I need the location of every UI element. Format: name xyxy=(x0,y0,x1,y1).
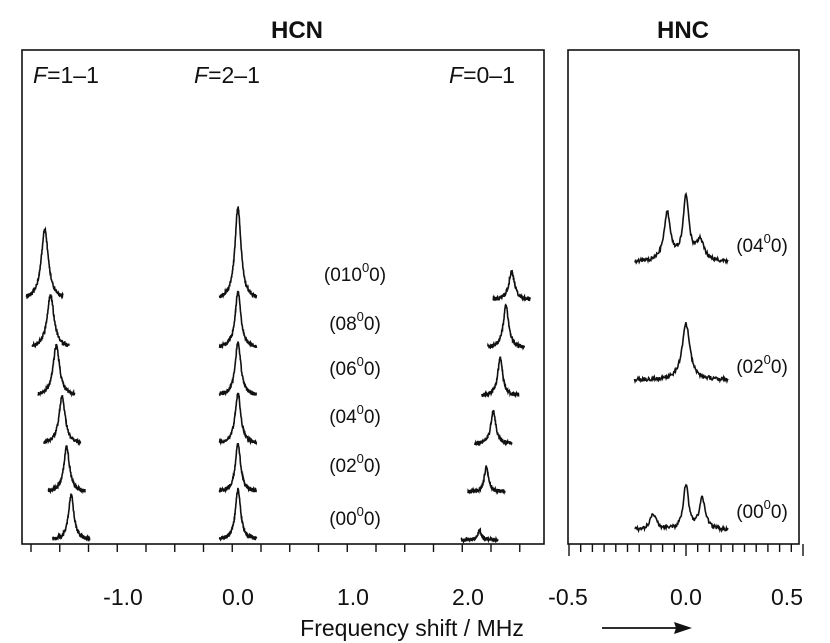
hcn-trace-0-1 xyxy=(218,487,258,542)
hcn-trace-4-2 xyxy=(487,303,526,351)
hcn-trace-3-2 xyxy=(481,356,520,399)
hcn-panel-frame xyxy=(21,49,545,545)
hcn-trace-5-2 xyxy=(492,269,531,302)
hcn-trace-5-0 xyxy=(25,226,64,300)
axis-ticks xyxy=(30,544,804,556)
hcn-trace-3-0 xyxy=(37,343,76,398)
hcn-state-label-2: (0400) xyxy=(329,402,381,428)
hcn-trace-4-0 xyxy=(31,294,70,349)
hnc-panel-title: HNC xyxy=(657,17,709,44)
hyperfine-label-f01: F=0–1 xyxy=(449,62,515,88)
hnc-tick-label-2: 0.5 xyxy=(771,584,803,610)
hcn-trace-0-0 xyxy=(52,493,91,542)
hcn-trace-1-0 xyxy=(47,445,86,495)
hcn-panel-title: HCN xyxy=(271,17,323,44)
hnc-trace-2 xyxy=(634,191,729,265)
hcn-trace-1-1 xyxy=(218,442,258,494)
hcn-tick-label-3: 2.0 xyxy=(452,584,484,610)
hcn-trace-3-1 xyxy=(218,341,258,397)
hcn-tick-label-0: -1.0 xyxy=(103,584,143,610)
hcn-state-label-0: (0000) xyxy=(329,504,381,530)
hyperfine-label-f21: F=2–1 xyxy=(194,62,260,88)
hcn-trace-4-1 xyxy=(218,290,258,350)
hnc-tick-label-1: 0.0 xyxy=(670,584,702,610)
hcn-traces xyxy=(25,205,531,545)
arrow-head xyxy=(674,622,692,634)
hnc-tick-label-0: -0.5 xyxy=(548,584,588,610)
hcn-tick-label-2: 1.0 xyxy=(337,584,369,610)
hcn-trace-1-2 xyxy=(467,465,506,496)
hcn-trace-5-1 xyxy=(218,205,258,299)
hnc-state-label-0: (0000) xyxy=(736,497,788,523)
hnc-trace-0 xyxy=(634,483,729,534)
hnc-traces xyxy=(633,191,729,534)
hnc-trace-1 xyxy=(633,321,729,385)
hcn-trace-0-2 xyxy=(460,527,499,545)
hnc-state-label-1: (0200) xyxy=(736,352,788,378)
hcn-state-label-1: (0200) xyxy=(329,451,381,477)
hcn-state-label-5: (01000) xyxy=(324,260,386,286)
hnc-state-label-2: (0400) xyxy=(736,231,788,257)
hnc-panel-frame xyxy=(567,49,800,545)
hcn-tick-label-1: 0.0 xyxy=(222,584,254,610)
hcn-trace-2-0 xyxy=(43,395,82,447)
hyperfine-label-f11: F=1–1 xyxy=(33,62,99,88)
hcn-state-label-4: (0800) xyxy=(329,309,381,335)
hcn-state-label-3: (0600) xyxy=(329,354,381,380)
hcn-trace-2-2 xyxy=(474,409,513,447)
hcn-trace-2-1 xyxy=(218,392,258,446)
x-axis-title: Frequency shift / MHz xyxy=(300,615,524,641)
